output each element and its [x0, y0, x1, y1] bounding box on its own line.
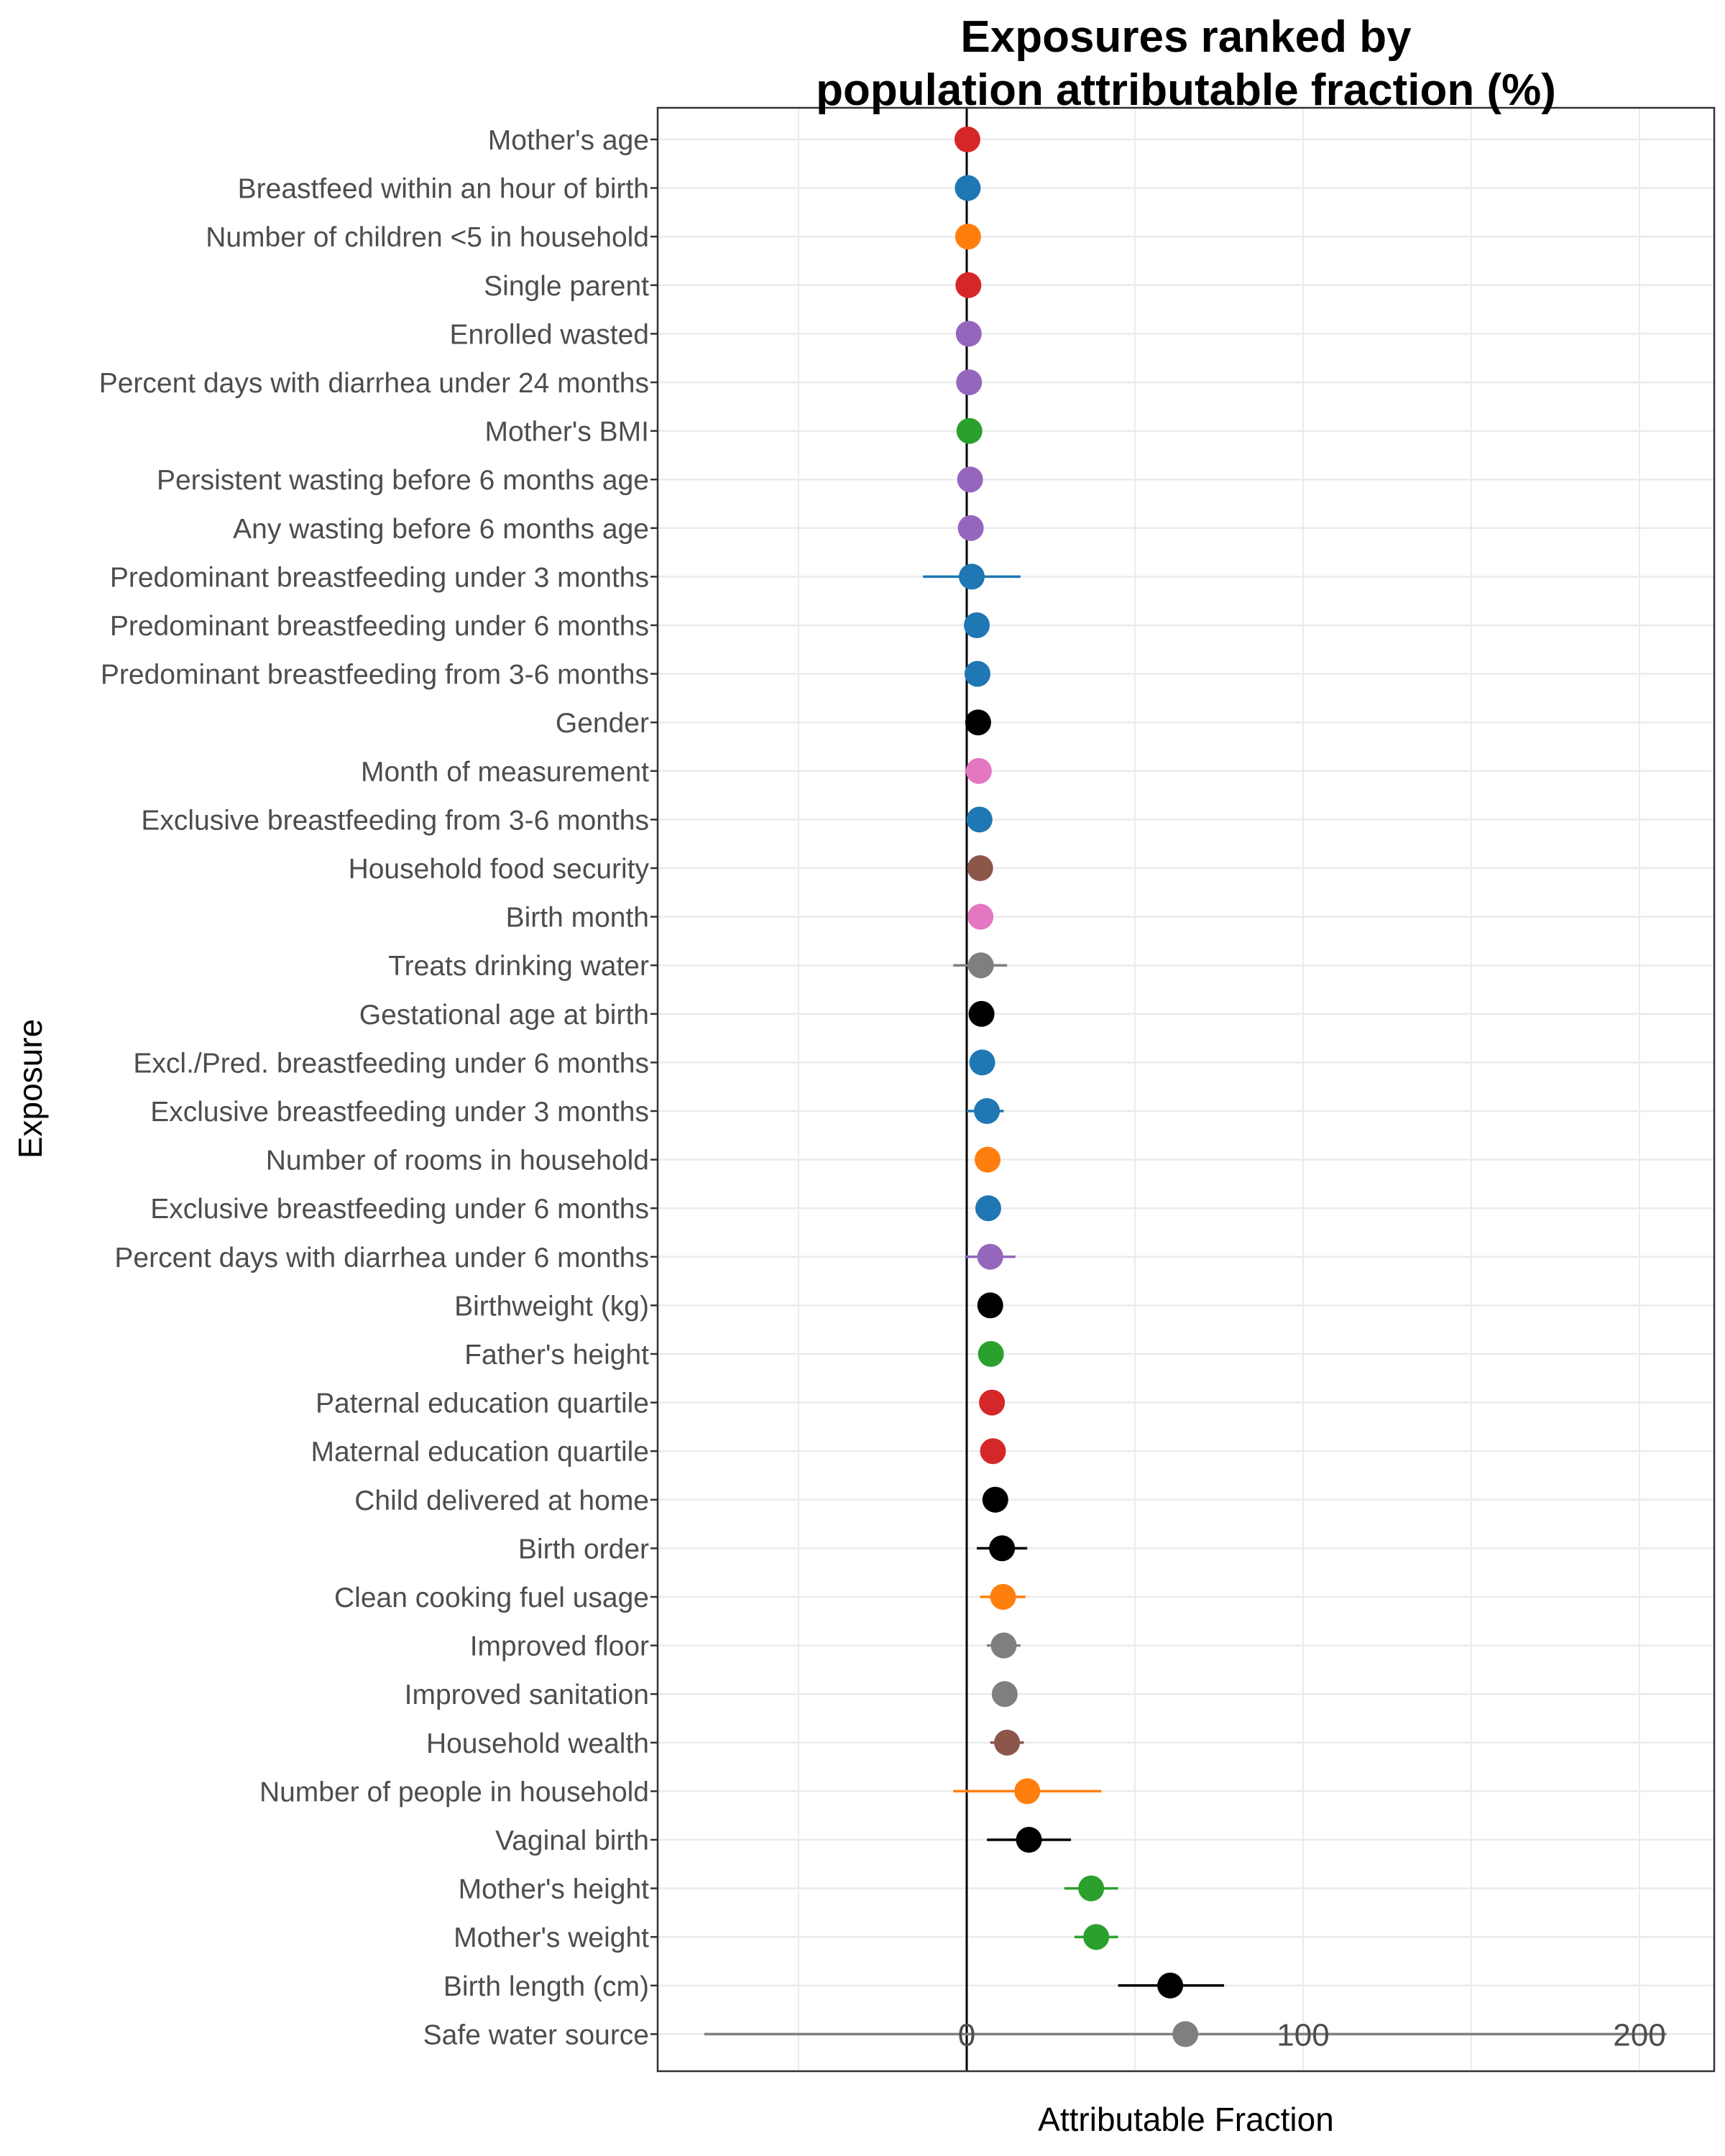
y-axis-title: Exposure: [12, 1019, 49, 1158]
x-axis-title: Attributable Fraction: [1038, 2101, 1334, 2138]
estimate-point: [964, 660, 990, 687]
estimate-point: [965, 757, 992, 784]
chart-title-line-2: population attributable fraction (%): [816, 65, 1556, 115]
x-tick-label: 200: [1613, 2017, 1665, 2053]
estimate-point: [968, 1000, 995, 1027]
estimate-point: [990, 1632, 1017, 1659]
estimate-point: [975, 1195, 1001, 1222]
estimate-point: [1014, 1778, 1041, 1805]
exposure-label: Exclusive breastfeeding under 6 months: [150, 1194, 649, 1225]
estimate-point: [982, 1486, 1008, 1513]
exposure-label: Mother's height: [459, 1874, 650, 1905]
exposure-label: Mother's BMI: [485, 417, 650, 448]
x-tick-label: 100: [1276, 2017, 1329, 2053]
estimate-point: [957, 515, 984, 541]
exposure-label: Percent days with diarrhea under 6 month…: [114, 1243, 649, 1273]
estimate-point: [954, 126, 980, 152]
estimate-point: [955, 321, 982, 347]
exposure-label: Father's height: [464, 1340, 649, 1370]
y-axis-ticks: [650, 138, 658, 2035]
estimate-point: [969, 1049, 995, 1076]
estimate-point: [979, 1389, 1006, 1416]
exposure-label: Persistent wasting before 6 months age: [157, 465, 649, 496]
exposure-label: Improved sanitation: [405, 1680, 649, 1710]
estimate-point: [974, 1098, 1000, 1124]
exposure-label: Any wasting before 6 months age: [233, 514, 649, 545]
estimate-point: [1172, 2021, 1199, 2047]
exposure-label: Child delivered at home: [354, 1485, 649, 1516]
exposure-label: Improved floor: [470, 1631, 649, 1662]
exposure-label: Household wealth: [426, 1728, 649, 1759]
y-axis-labels: Mother's age Breastfeed within an hour of…: [99, 125, 650, 2050]
exposure-label: Birth order: [518, 1534, 649, 1565]
estimate-point: [978, 1341, 1004, 1367]
x-axis-ticks: 0 100 200: [958, 2017, 1666, 2053]
plot-panel-border: [656, 106, 1716, 2073]
estimate-point: [954, 224, 981, 250]
estimate-point: [991, 1681, 1018, 1708]
exposure-label: Safe water source: [423, 2019, 649, 2050]
exposure-label: Mother's age: [488, 125, 649, 156]
exposure-label: Gender: [556, 708, 649, 739]
estimate-point: [980, 1438, 1006, 1465]
exposure-label: Maternal education quartile: [311, 1437, 649, 1468]
estimate-point: [964, 612, 990, 638]
exposure-label: Exclusive breastfeeding under 3 months: [150, 1097, 649, 1128]
exposure-label: Paternal education quartile: [316, 1388, 649, 1419]
exposure-label: Birth month: [506, 903, 649, 934]
marks-layer: [704, 126, 1667, 2047]
exposure-label: Birthweight (kg): [454, 1291, 649, 1322]
estimate-point: [990, 1584, 1016, 1610]
estimate-point: [1078, 1875, 1105, 1902]
exposure-label: Birth length (cm): [443, 1971, 649, 2002]
exposure-label: Number of people in household: [259, 1777, 649, 1807]
exposure-label: Predominant breastfeeding under 3 months: [110, 562, 649, 593]
estimate-point: [977, 1243, 1003, 1270]
estimate-point: [955, 272, 982, 298]
exposure-label: Mother's weight: [454, 1922, 649, 1953]
grid-layer: [658, 108, 1714, 2071]
exposure-label: Clean cooking fuel usage: [334, 1583, 649, 1613]
exposure-label: Enrolled wasted: [450, 319, 650, 350]
estimate-point: [959, 563, 985, 590]
estimate-point: [965, 709, 991, 736]
exposure-label: Predominant breastfeeding under 6 months: [110, 611, 649, 642]
estimate-point: [956, 418, 983, 444]
estimate-point: [957, 466, 983, 493]
exposure-label: Excl./Pred. breastfeeding under 6 months: [133, 1048, 649, 1079]
chart-title-line-1: Exposures ranked by: [960, 12, 1412, 62]
estimate-point: [1083, 1924, 1110, 1950]
estimate-point: [1157, 1972, 1184, 1999]
estimate-point: [977, 1292, 1003, 1319]
exposure-label: Exclusive breastfeeding from 3-6 months: [141, 805, 649, 836]
estimate-point: [989, 1535, 1016, 1562]
exposure-label: Household food security: [349, 854, 650, 885]
estimate-point: [954, 175, 981, 201]
x-tick-label: 0: [958, 2017, 975, 2053]
estimate-point: [1016, 1827, 1042, 1853]
exposure-label: Month of measurement: [361, 757, 649, 788]
exposure-label: Single parent: [484, 271, 649, 302]
estimate-point: [966, 806, 993, 833]
exposure-label: Gestational age at birth: [359, 1000, 649, 1031]
estimate-point: [956, 369, 983, 395]
exposure-label: Percent days with diarrhea under 24 mont…: [99, 368, 649, 399]
estimate-point: [994, 1729, 1021, 1756]
estimate-point: [967, 855, 993, 881]
exposure-label: Breastfeed within an hour of birth: [238, 174, 649, 205]
exposure-label: Predominant breastfeeding from 3-6 month…: [101, 660, 649, 691]
exposure-label: Vaginal birth: [495, 1825, 649, 1856]
estimate-point: [967, 903, 994, 930]
estimate-point: [967, 952, 994, 979]
exposure-label: Number of rooms in household: [266, 1146, 649, 1176]
exposure-label: Number of children <5 in household: [206, 222, 649, 253]
estimate-point: [975, 1146, 1001, 1173]
exposure-label: Treats drinking water: [388, 951, 649, 982]
